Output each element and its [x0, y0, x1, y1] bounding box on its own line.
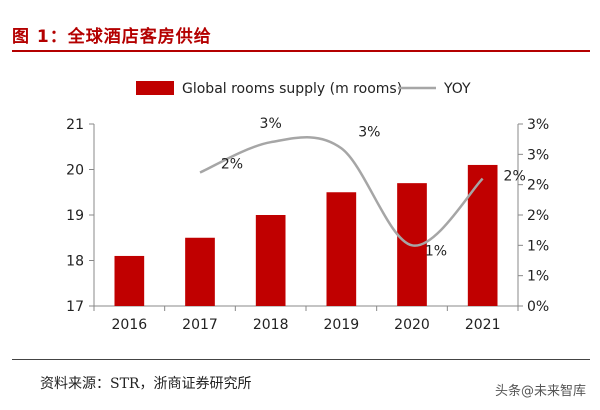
figure-title: 图 1：全球酒店客房供给 — [12, 27, 212, 47]
x-tick-label: 2019 — [324, 317, 360, 333]
legend-bar-swatch — [136, 81, 174, 95]
legend-line-label: YOY — [443, 81, 471, 97]
right-tick-label: 3% — [527, 147, 549, 163]
yoy-label-2020: 1% — [425, 243, 447, 259]
x-tick-label: 2016 — [112, 317, 148, 333]
source-note: 资料来源：STR，浙商证券研究所 — [40, 376, 252, 392]
bar-2018 — [255, 215, 286, 306]
right-tick-label: 1% — [527, 269, 549, 285]
x-tick-label: 2017 — [182, 317, 218, 333]
source-divider — [12, 359, 590, 360]
x-tick-label: 2018 — [253, 317, 289, 333]
legend-bar-label: Global rooms supply (m rooms) — [182, 81, 402, 97]
left-tick-label: 19 — [66, 208, 84, 224]
bar-2019 — [326, 192, 357, 306]
right-tick-label: 1% — [527, 238, 549, 254]
legend: Global rooms supply (m rooms) YOY — [136, 81, 471, 97]
left-tick-label: 20 — [66, 163, 84, 179]
title-divider — [12, 50, 590, 52]
right-tick-label: 0% — [527, 299, 549, 315]
left-tick-label: 18 — [66, 254, 84, 270]
yoy-label-2021: 2% — [504, 169, 526, 185]
yoy-label-2019: 3% — [358, 124, 380, 140]
left-tick-label: 17 — [66, 299, 84, 315]
line-series: 2% 3% 3% 1% 2% — [199, 116, 526, 259]
x-tick-label: 2020 — [394, 317, 430, 333]
right-tick-label: 2% — [527, 178, 549, 194]
yoy-line — [199, 136, 484, 247]
chart: Global rooms supply (m rooms) YOY 17 18 19 2… — [66, 81, 549, 333]
bar-2016 — [114, 255, 145, 306]
bar-2021 — [467, 164, 498, 306]
watermark: 头条@未来智库 — [494, 384, 586, 399]
right-tick-label: 2% — [527, 208, 549, 224]
bar-2017 — [185, 237, 215, 306]
x-tick-label: 2021 — [465, 317, 501, 333]
left-tick-label: 21 — [66, 117, 84, 133]
right-tick-label: 3% — [527, 117, 549, 133]
yoy-label-2018: 3% — [260, 116, 282, 132]
bar-series — [114, 164, 498, 306]
yoy-label-2017: 2% — [221, 157, 243, 173]
